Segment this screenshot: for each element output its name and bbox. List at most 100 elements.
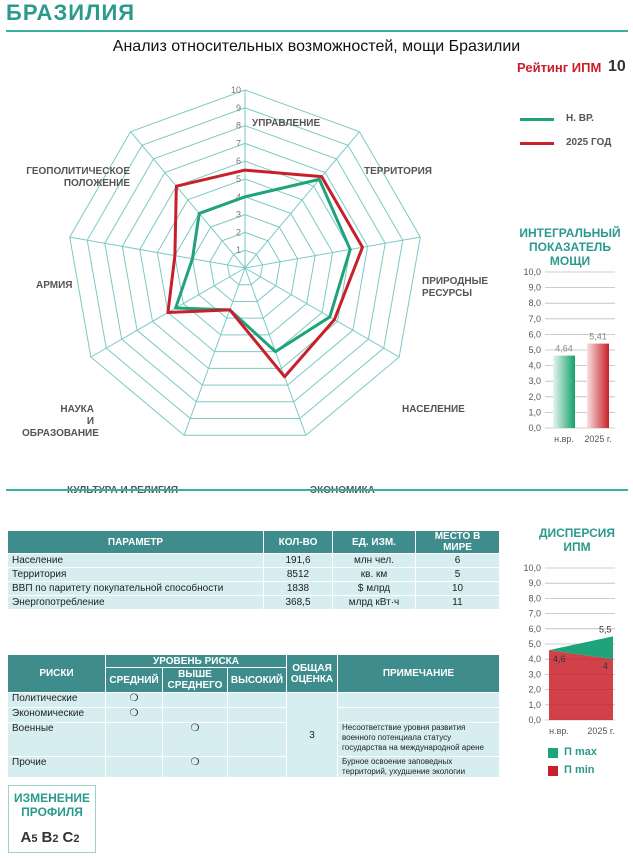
profile-code-letter: A xyxy=(20,829,32,846)
x-category-label: 2025 г. xyxy=(587,726,614,736)
radar-axis-label-line: АРМИЯ xyxy=(36,280,73,291)
radar-grid-ring xyxy=(226,249,264,286)
table-row: Политические ❍ 3 xyxy=(7,692,500,778)
radar-scale-tick: 9 xyxy=(236,103,241,113)
risk-level-cell xyxy=(105,756,163,778)
y-tick-label: 7,0 xyxy=(528,314,541,324)
y-tick-label: 5,0 xyxy=(528,639,541,649)
risk-level-cell xyxy=(227,707,287,723)
risk-level-cell xyxy=(227,756,287,778)
table-cell: 1838 xyxy=(263,581,333,596)
dispersion-area-chart: 0,0 1,0 2,0 3,0 4,0 5,0 6,0 7,0 8,0 9,0 10,0 4,6 5,5… xyxy=(523,563,615,736)
radar-chart: 1 2 3 4 5 6 7 8 9 10 xyxy=(69,85,421,436)
radar-grid-ring xyxy=(156,178,334,353)
table-cell: Население xyxy=(7,553,264,568)
table-cell: млрд кВт·ч xyxy=(332,595,416,610)
header-divider xyxy=(6,30,628,32)
radar-scale-tick: 1 xyxy=(236,245,241,255)
x-category-label: н.вр. xyxy=(554,434,574,444)
table-cell: 368,5 xyxy=(263,595,333,610)
radar-axis-label-line: КУЛЬТУРА И РЕЛИГИЯ xyxy=(67,485,178,497)
table-cell: 5 xyxy=(415,567,500,582)
dispersion-chart-title: ДИСПЕРСИЯ ИПМ xyxy=(538,526,616,554)
y-tick-label: 10,0 xyxy=(523,267,541,277)
radar-spoke xyxy=(183,267,246,436)
risk-level-cell xyxy=(227,692,287,708)
table-row: Население 191,6 млн чел. 6 xyxy=(7,553,500,568)
area-pmax xyxy=(549,636,613,660)
value-label: 4 xyxy=(603,661,608,671)
y-tick-label: 1,0 xyxy=(528,407,541,417)
radar-spoke xyxy=(130,131,246,269)
y-tick-label: 8,0 xyxy=(528,298,541,308)
radar-spoke xyxy=(244,267,400,358)
table-row: ВВП по паритету покупательной способност… xyxy=(7,581,500,596)
radar-series-line xyxy=(174,177,352,354)
y-tick-label: 8,0 xyxy=(528,593,541,603)
table-row: Энергопотребление 368,5 млрд кВт·ч 11 xyxy=(7,595,500,610)
profile-change-box: ИЗМЕНЕНИЕ ПРОФИЛЯ A5 B2 C2 xyxy=(8,785,96,853)
value-label: 5,5 xyxy=(599,624,612,634)
radar-axis-label-line: НАУКА xyxy=(60,404,94,415)
radar-axis-label: ТЕРРИТОРИЯ xyxy=(364,166,432,178)
radar-grid-ring xyxy=(104,125,386,403)
level-high-header: ВЫСОКИЙ xyxy=(227,667,287,693)
profile-code-digit: 2 xyxy=(52,833,59,845)
note-header: ПРИМЕЧАНИЕ xyxy=(337,654,500,693)
legend-swatch-now xyxy=(520,118,554,121)
profile-code-digit: 5 xyxy=(31,833,38,845)
risk-name: Прочие xyxy=(7,756,106,778)
y-tick-label: 2,0 xyxy=(528,392,541,402)
country-title: БРАЗИЛИЯ xyxy=(6,0,136,25)
table-cell: 8512 xyxy=(263,567,333,582)
profile-codes: A5 B2 C2 xyxy=(9,829,95,846)
value-label: 4,6 xyxy=(553,654,566,664)
risk-name: Экономические xyxy=(7,707,106,723)
radar-axis-label: НАСЕЛЕНИЕ xyxy=(402,404,465,416)
radar-scale-tick: 8 xyxy=(236,121,241,131)
radar-axis-label: АРМИЯ xyxy=(36,280,72,292)
radar-grid-ring xyxy=(139,160,351,369)
radar-scale-tick: 6 xyxy=(236,156,241,166)
bar xyxy=(587,343,609,428)
radar-axis-label-line: ПОЛОЖЕНИЕ xyxy=(63,178,130,189)
risks-header: РИСКИ xyxy=(7,654,106,693)
table-row: Экономические ❍ xyxy=(7,707,500,723)
radar-scale-tick: 4 xyxy=(236,192,241,202)
table-cell: 10 xyxy=(415,581,500,596)
y-tick-label: 0,0 xyxy=(528,423,541,433)
y-tick-label: 4,0 xyxy=(528,361,541,371)
y-tick-label: 6,0 xyxy=(528,624,541,634)
table-cell: кв. км xyxy=(332,567,416,582)
radar-axis-label: УПРАВЛЕНИЕ xyxy=(252,118,320,130)
total-score: 3 xyxy=(286,692,338,778)
radar-axis-label-line: ГЕОПОЛИТИЧЕСКОЕ xyxy=(26,166,130,177)
integral-bar-chart: 0,0 1,0 2,0 3,0 4,0 5,0 6,0 7,0 8,0 9,0 10,0 4,64 н.… xyxy=(523,267,615,444)
table-row: Прочие ❍ Бурное освоение заповедных террит… xyxy=(7,756,500,778)
rating-label: Рейтинг ИПМ xyxy=(517,60,602,75)
page-title: Анализ относительных возможностей, мощи … xyxy=(112,38,521,55)
radar-scale-tick: 10 xyxy=(231,85,241,95)
profile-title: ИЗМЕНЕНИЕ ПРОФИЛЯ xyxy=(13,791,91,819)
legend-label-now: Н. ВР. xyxy=(566,113,594,124)
x-category-label: 2025 г. xyxy=(584,434,611,444)
profile-code-digit: 2 xyxy=(73,833,80,845)
y-tick-label: 2,0 xyxy=(528,685,541,695)
radar-axis-label-line: ЭКОНОМИКА xyxy=(310,485,375,497)
table-cell: Энергопотребление xyxy=(7,595,264,610)
profile-code: C2 xyxy=(62,829,79,846)
params-header-row: ПАРАМЕТР КОЛ-ВО ЕД. ИЗМ. МЕСТО В МИРЕ xyxy=(7,530,500,554)
radar-grid-ring xyxy=(121,142,369,386)
radar-scale-tick: 3 xyxy=(236,210,241,220)
table-row: Военные ❍ Несоответствие уровня развития в… xyxy=(7,722,500,757)
y-tick-label: 9,0 xyxy=(528,578,541,588)
y-tick-label: 6,0 xyxy=(528,329,541,339)
legend-swatch-pmin xyxy=(548,766,558,776)
bar-value-label: 4,64 xyxy=(555,344,573,354)
legend-label-pmax: П max xyxy=(564,746,597,758)
risk-level-cell: ❍ xyxy=(105,707,163,723)
table-cell: ВВП по паритету покупательной способност… xyxy=(7,581,264,596)
col-header: КОЛ-ВО xyxy=(263,530,333,554)
y-tick-label: 3,0 xyxy=(528,376,541,386)
profile-code: B2 xyxy=(42,829,59,846)
